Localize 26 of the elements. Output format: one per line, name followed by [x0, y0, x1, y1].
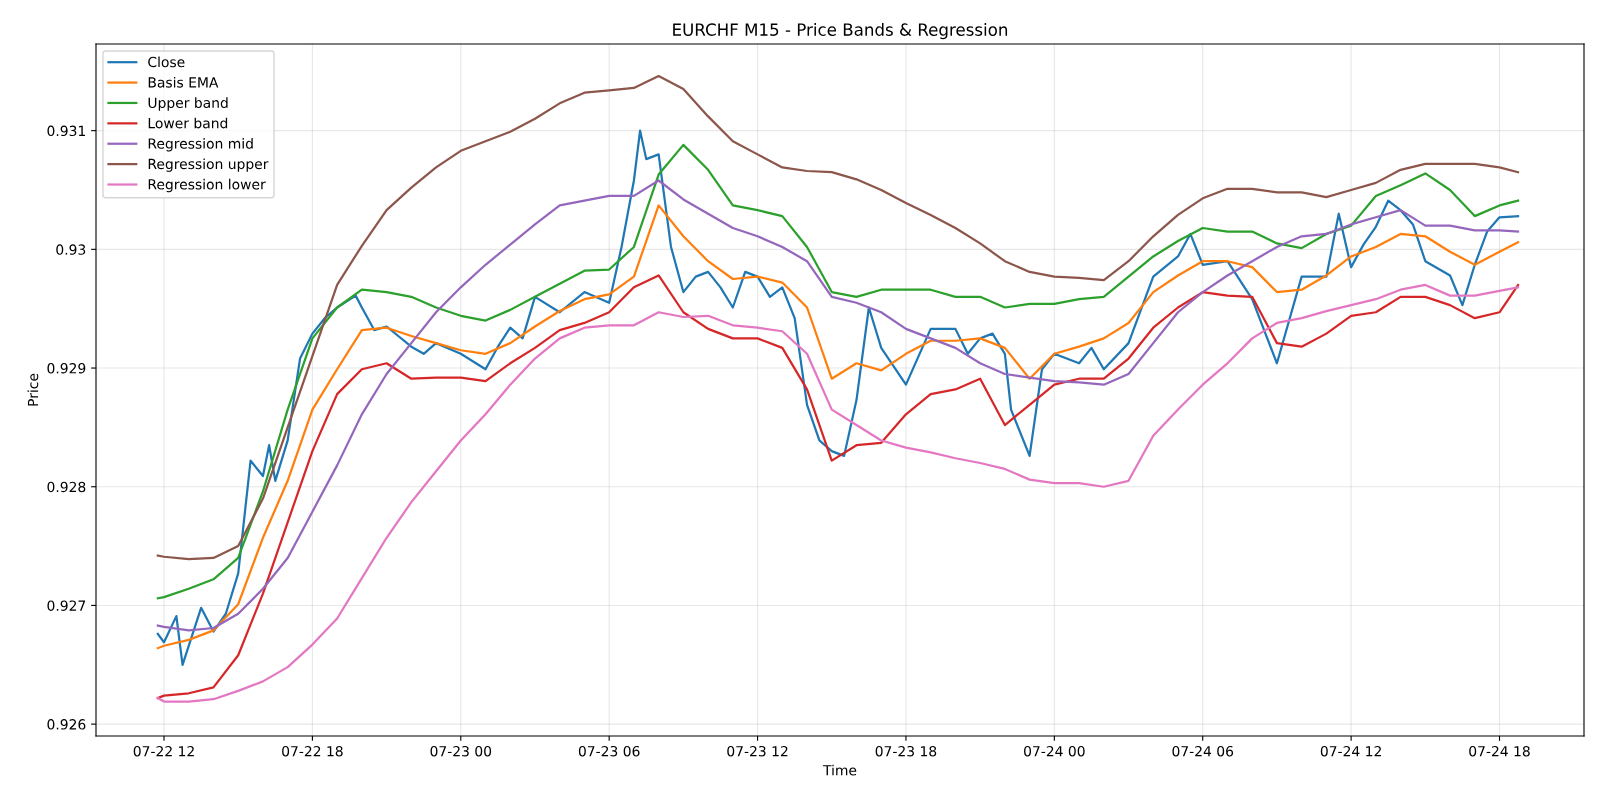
- x-tick-label: 07-24 12: [1320, 745, 1381, 757]
- x-axis-title: Time: [822, 764, 857, 776]
- y-axis-title: Price: [27, 373, 39, 406]
- legend-label: Regression lower: [148, 178, 266, 193]
- legend-label: Upper band: [148, 97, 228, 111]
- legend-label: Regression upper: [148, 158, 269, 172]
- chart-title: EURCHF M15 - Price Bands & Regression: [673, 23, 1008, 40]
- legend-label: Basis EMA: [148, 76, 219, 88]
- legend-label: Lower band: [148, 117, 228, 129]
- legend-label: Regression mid: [148, 138, 253, 152]
- y-tick-label: 0.927: [47, 600, 86, 611]
- x-tick-label: 07-23 00: [430, 745, 492, 757]
- y-tick-label: 0.926: [47, 719, 86, 730]
- y-tick-label: 0.928: [47, 481, 86, 493]
- x-tick-label: 07-24 18: [1469, 745, 1530, 757]
- x-tick-label: 07-23 12: [727, 745, 788, 757]
- y-tick-label: 0.929: [47, 363, 86, 374]
- legend-label: Close: [148, 56, 185, 68]
- x-tick-label: 07-24 06: [1172, 745, 1234, 757]
- x-tick-label: 07-23 18: [875, 745, 937, 757]
- y-tick-label: 0.93: [56, 244, 86, 255]
- y-tick-label: 0.931: [47, 125, 85, 137]
- x-tick-label: 07-22 18: [282, 745, 343, 757]
- x-tick-label: 07-23 06: [578, 745, 640, 757]
- x-tick-label: 07-24 00: [1024, 745, 1085, 757]
- x-tick-label: 07-22 12: [133, 745, 194, 757]
